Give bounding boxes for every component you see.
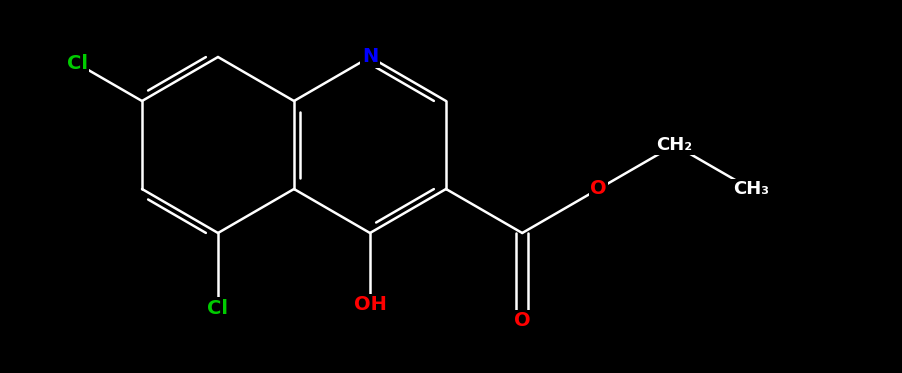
Text: O: O — [514, 311, 530, 330]
Text: CH₃: CH₃ — [732, 180, 769, 198]
Text: OH: OH — [354, 295, 386, 314]
Text: N: N — [362, 47, 378, 66]
Text: CH₂: CH₂ — [657, 136, 693, 154]
Text: O: O — [590, 179, 607, 198]
Text: Cl: Cl — [67, 54, 87, 73]
Text: Cl: Cl — [207, 298, 228, 317]
